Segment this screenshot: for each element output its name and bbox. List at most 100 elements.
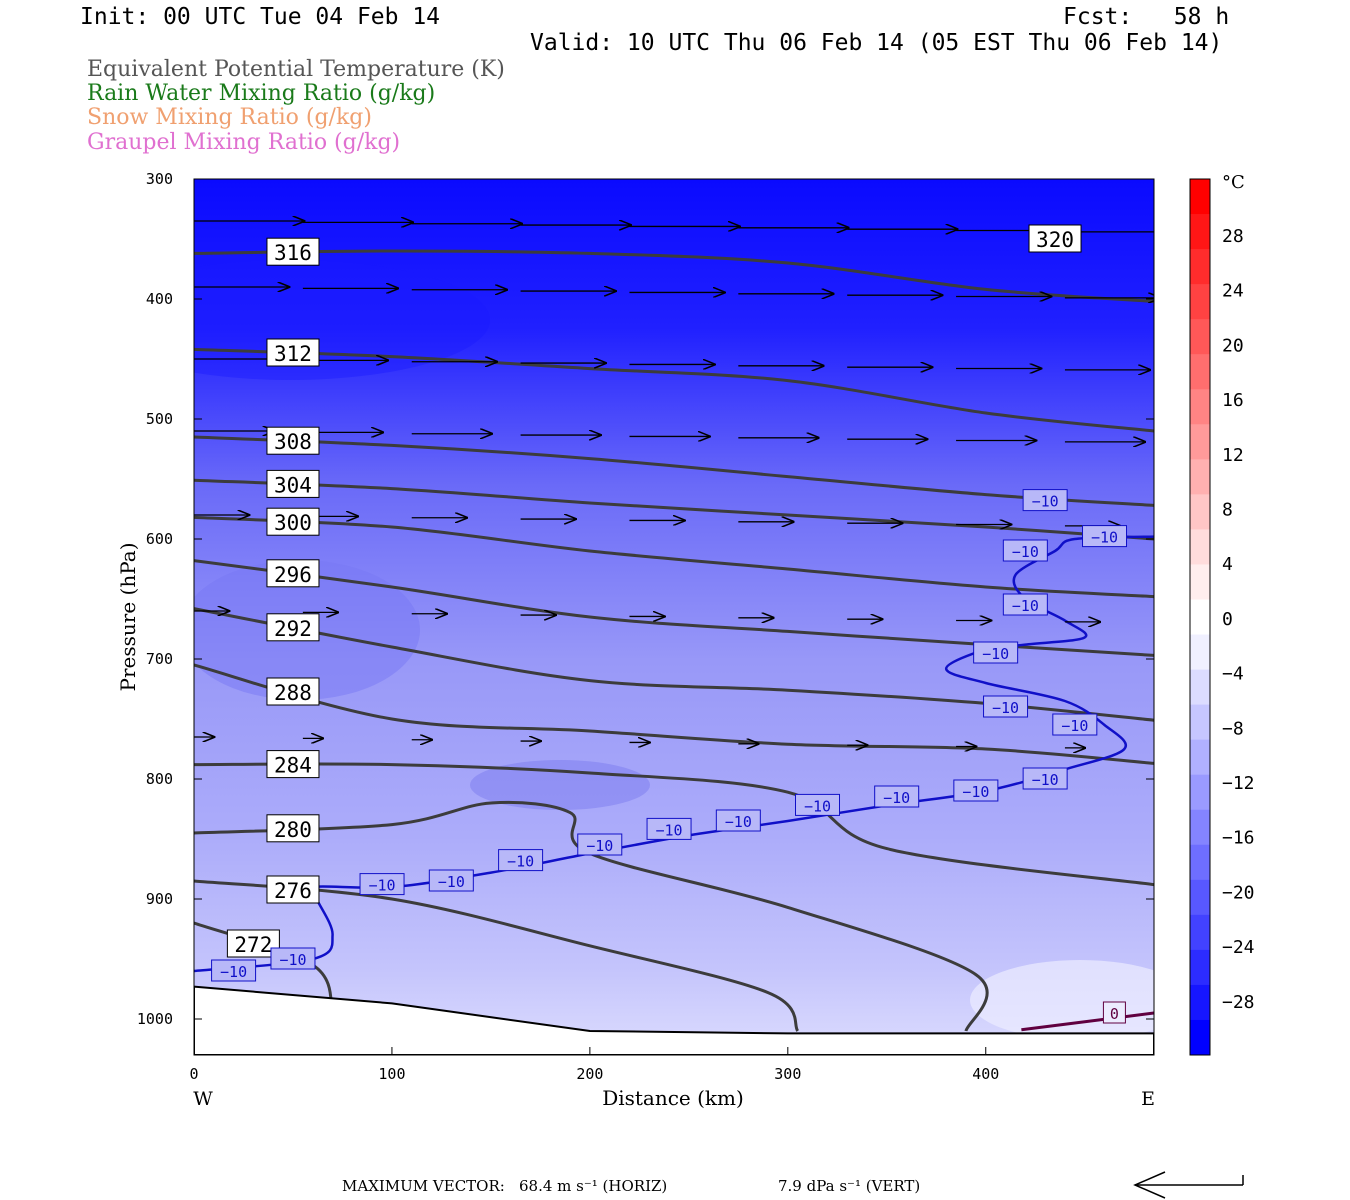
- isotherm-label-box: [1022, 767, 1068, 790]
- theta-e-contour-284: [194, 762, 1154, 887]
- max-vector-vert: 7.9 dPa s⁻¹ (VERT): [778, 1177, 921, 1195]
- colorbar-swatch: [1190, 354, 1210, 390]
- y-tick-label: 500: [146, 410, 173, 428]
- temperature-colorbar: [1189, 178, 1211, 1056]
- colorbar-swatch: [1190, 1019, 1210, 1056]
- isotherm-label: −10: [220, 963, 247, 981]
- theta-e-contour-312: [194, 347, 1154, 433]
- isotherm-label: −10: [586, 837, 613, 855]
- colorbar-swatch: [1190, 809, 1210, 846]
- theta-e-label-box: [266, 507, 320, 536]
- isotherm-label: −10: [982, 645, 1009, 663]
- colorbar-swatch: [1190, 249, 1210, 285]
- y-tick-label: 1000: [137, 1010, 173, 1028]
- theta-e-label-box: [266, 875, 320, 904]
- theta-e-label-box: [266, 338, 320, 367]
- isotherm-label-box: [983, 695, 1029, 718]
- colorbar-label: −24: [1222, 937, 1255, 958]
- theta-e-label-box: [266, 426, 320, 455]
- theta-e-label: 284: [274, 754, 312, 778]
- isotherm-label-box: [1002, 539, 1048, 562]
- colorbar-swatch: [1190, 319, 1210, 355]
- theta-e-contour-280: [194, 800, 989, 1032]
- x-tick-label: 200: [576, 1065, 603, 1083]
- y-tick-label: 300: [146, 170, 173, 188]
- colorbar-label: −16: [1222, 828, 1255, 849]
- theta-e-label-box: [266, 237, 320, 266]
- colorbar-label: −8: [1222, 718, 1244, 739]
- isotherm-label: −10: [368, 877, 395, 895]
- colorbar-label: 8: [1222, 500, 1233, 521]
- colorbar-label: −12: [1222, 773, 1255, 794]
- isotherm-label-box: [1052, 713, 1098, 736]
- y-tick-label: 900: [146, 890, 173, 908]
- isotherm-label: −10: [438, 873, 465, 891]
- colorbar-swatch: [1190, 739, 1210, 776]
- theta-e-label: 308: [274, 430, 312, 454]
- isotherm-label: −10: [804, 797, 831, 815]
- isotherm-label-box: [270, 947, 316, 970]
- legend-graupel-mixing-ratio: Graupel Mixing Ratio (g/kg): [87, 130, 401, 155]
- y-axis-label: Pressure (hPa): [116, 543, 140, 692]
- colorbar-swatch: [1190, 564, 1210, 600]
- colorbar-swatch: [1190, 774, 1210, 811]
- colorbar-frame: [1189, 178, 1211, 1056]
- colorbar-swatch: [1190, 389, 1210, 425]
- colorbar-label: 4: [1222, 554, 1233, 575]
- colorbar-swatch: [1190, 494, 1210, 530]
- theta-e-label-box: [266, 814, 320, 843]
- colorbar-label: 0: [1222, 609, 1233, 630]
- isotherm-label-box: [1002, 593, 1048, 616]
- y-tick-label: 400: [146, 290, 173, 308]
- isotherm-label-box: [795, 793, 841, 816]
- colorbar-unit: °C: [1222, 172, 1245, 193]
- isotherm-label-box: [874, 785, 920, 808]
- theta-e-label: 312: [274, 342, 312, 366]
- legend-snow-mixing-ratio: Snow Mixing Ratio (g/kg): [87, 105, 372, 130]
- colorbar-swatch: [1190, 634, 1210, 671]
- y-tick-label: 600: [146, 530, 173, 548]
- theta-e-label: 320: [1036, 228, 1074, 252]
- y-tick-label: 800: [146, 770, 173, 788]
- max-vector-horiz: 68.4 m s⁻¹ (HORIZ): [519, 1177, 668, 1195]
- isotherm-label-box: [211, 959, 257, 982]
- theta-e-label: 276: [274, 879, 312, 903]
- max-vector-label: MAXIMUM VECTOR:: [342, 1177, 505, 1195]
- colorbar-swatch: [1190, 284, 1210, 320]
- terrain-fill: [194, 985, 1154, 1055]
- colorbar-label: 12: [1222, 445, 1244, 466]
- isotherm-label: −10: [962, 783, 989, 801]
- isotherm-label-box: [715, 809, 761, 832]
- theta-e-label: 288: [274, 681, 312, 705]
- isotherm-label-box: [498, 849, 544, 872]
- theta-e-label: 296: [274, 563, 312, 587]
- isotherm-label: −10: [507, 853, 534, 871]
- theta-e-label-box: [266, 750, 320, 779]
- isotherm-label: −10: [992, 699, 1019, 717]
- valid-time: Valid: 10 UTC Thu 06 Feb 14 (05 EST Thu …: [530, 30, 1223, 56]
- colorbar-swatch: [1190, 704, 1210, 741]
- theta-e-label: 304: [274, 473, 312, 497]
- legend-equivalent-potential-temperature: Equivalent Potential Temperature (K): [87, 57, 505, 82]
- colorbar-label: −4: [1222, 664, 1244, 685]
- isotherm-label: −10: [725, 813, 752, 831]
- colorbar-swatch: [1190, 459, 1210, 495]
- colorbar-label: 20: [1222, 335, 1244, 356]
- colorbar-swatch: [1190, 914, 1210, 951]
- isotherm-label: −10: [1032, 493, 1059, 511]
- x-tick-label: 0: [189, 1065, 198, 1083]
- colorbar-swatch: [1190, 179, 1210, 215]
- theta-e-contour-300: [194, 515, 1154, 599]
- theta-e-label: 292: [274, 617, 312, 641]
- isotherm-label-box: [428, 869, 474, 892]
- isotherm-label-box: [973, 641, 1019, 664]
- theta-e-label-box: [1028, 224, 1082, 253]
- legend-rain-water-mixing-ratio: Rain Water Mixing Ratio (g/kg): [87, 81, 436, 106]
- isotherm-label-box: [359, 873, 405, 896]
- colorbar-swatch: [1190, 984, 1210, 1021]
- isotherm-label: −10: [1091, 529, 1118, 547]
- west-label: W: [193, 1088, 213, 1110]
- theta-e-contour-308: [194, 435, 1154, 507]
- theta-e-label-box: [266, 677, 320, 706]
- isotherm-label: −10: [279, 951, 306, 969]
